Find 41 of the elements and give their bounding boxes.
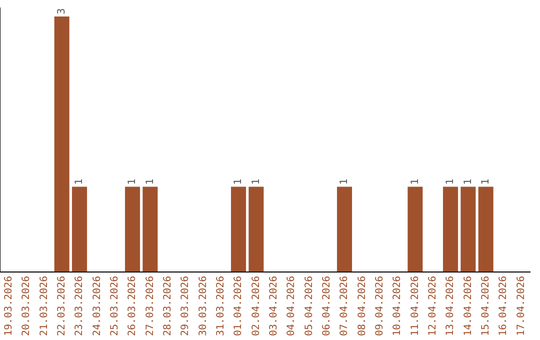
data-label: 1 bbox=[445, 178, 456, 185]
data-label: 1 bbox=[250, 178, 262, 185]
data-label: 1 bbox=[339, 178, 350, 185]
data-label: 1 bbox=[233, 178, 244, 185]
data-label: 3 bbox=[56, 8, 68, 15]
x-tick-label: 24.03.2026 bbox=[92, 276, 103, 336]
x-tick-label: 05.04.2026 bbox=[304, 276, 315, 336]
x-tick-label: 22.03.2026 bbox=[56, 276, 68, 336]
x-tick-label: 06.04.2026 bbox=[321, 276, 332, 336]
data-label: 1 bbox=[74, 178, 86, 185]
x-tick-label: 15.04.2026 bbox=[480, 276, 492, 336]
x-tick-label: 16.04.2026 bbox=[498, 276, 510, 336]
x-tick-label: 21.03.2026 bbox=[38, 276, 50, 336]
x-tick-label: 31.03.2026 bbox=[215, 276, 226, 336]
x-tick-label: 20.03.2026 bbox=[21, 276, 32, 336]
x-tick-label: 14.04.2026 bbox=[462, 276, 474, 336]
x-tick-label: 07.04.2026 bbox=[339, 276, 350, 336]
x-tick-label: 26.03.2026 bbox=[127, 276, 138, 336]
x-tick-label: 29.03.2026 bbox=[180, 276, 192, 336]
data-label: 1 bbox=[144, 178, 156, 185]
x-tick-label: 23.03.2026 bbox=[74, 276, 86, 336]
x-tick-label: 03.04.2026 bbox=[268, 276, 280, 336]
data-label: 1 bbox=[410, 178, 421, 185]
x-tick-label: 27.03.2026 bbox=[144, 276, 156, 336]
x-tick-label: 28.03.2026 bbox=[162, 276, 174, 336]
x-tick-label: 02.04.2026 bbox=[250, 276, 262, 336]
x-tick-label: 30.03.2026 bbox=[198, 276, 209, 336]
data-label: 1 bbox=[462, 178, 474, 185]
x-tick-label: 19.03.2026 bbox=[3, 276, 14, 336]
x-tick-label: 01.04.2026 bbox=[233, 276, 244, 336]
x-tick-label: 11.04.2026 bbox=[410, 276, 421, 336]
x-tick-label: 08.04.2026 bbox=[356, 276, 368, 336]
x-tick-label: 10.04.2026 bbox=[392, 276, 404, 336]
x-tick-label: 04.04.2026 bbox=[286, 276, 298, 336]
x-tick-label: 13.04.2026 bbox=[445, 276, 456, 336]
data-label: 1 bbox=[480, 178, 492, 185]
x-tick-label: 12.04.2026 bbox=[427, 276, 438, 336]
x-tick-label: 25.03.2026 bbox=[109, 276, 120, 336]
x-tick-label: 09.04.2026 bbox=[374, 276, 386, 336]
data-label: 1 bbox=[127, 178, 138, 185]
x-tick-label: 17.04.2026 bbox=[516, 276, 527, 336]
